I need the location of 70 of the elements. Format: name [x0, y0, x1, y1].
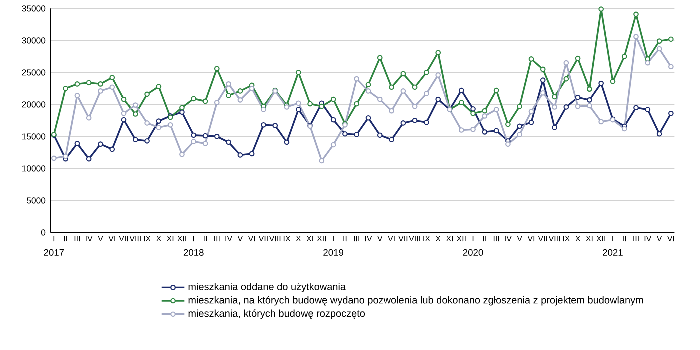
legend-label: mieszkania, których budowę rozpoczęto: [188, 310, 366, 320]
x-tick-label: I: [472, 236, 474, 242]
text: 2021: [603, 249, 623, 256]
y-tick-label: 5000: [27, 198, 46, 204]
x-tick-label: I: [54, 236, 55, 242]
y-tick-label: 25000: [22, 70, 46, 76]
x-tick-label: X: [436, 236, 441, 242]
x-tick-label: II: [204, 236, 207, 242]
text: 2019: [324, 249, 344, 256]
x-tick-label: IV: [644, 236, 652, 242]
x-tick-label: III: [354, 236, 360, 242]
x-tick-label: I: [333, 236, 334, 242]
x-tick-label: III: [494, 236, 500, 242]
x-tick-label: IV: [505, 236, 512, 242]
x-tick-label: IX: [144, 236, 151, 242]
x-tick-label: XII: [596, 236, 606, 242]
y-tick-label: 10000: [22, 166, 46, 172]
x-tick-label: II: [344, 236, 347, 242]
x-tick-label: VI: [388, 236, 395, 242]
legend-label: mieszkania oddane do użytkowania: [188, 283, 346, 292]
y-tick-label: 35000: [22, 6, 46, 12]
x-tick-label: X: [296, 236, 302, 242]
x-tick-label: XII: [456, 236, 466, 242]
x-tick-label: IV: [86, 236, 93, 242]
x-tick-label: IV: [226, 236, 233, 242]
x-tick-label: IX: [563, 236, 570, 242]
text: 2017: [44, 249, 64, 256]
x-tick-label: II: [623, 236, 626, 242]
x-tick-label: X: [576, 236, 581, 242]
x-tick-label: XI: [306, 236, 314, 242]
x-tick-label: III: [214, 236, 220, 242]
x-tick-label: VI: [528, 236, 535, 242]
x-tick-label: I: [193, 236, 194, 242]
text: 2020: [463, 249, 484, 256]
x-tick-label: VII: [119, 236, 128, 242]
x-tick-label: VII: [398, 236, 408, 242]
x-tick-label: III: [634, 236, 639, 242]
x-tick-label: VI: [248, 236, 256, 242]
x-tick-label: V: [238, 236, 244, 242]
legend-label: mieszkania, na których budowę wydano pozwolenia lub dokonano zgłoszenia z projektem budowlanym: [188, 296, 644, 306]
x-tick-label: IX: [424, 236, 430, 242]
text: 2018: [184, 249, 204, 256]
x-tick-label: VII: [538, 236, 548, 242]
x-tick-label: XI: [166, 236, 174, 242]
x-tick-label: V: [656, 236, 662, 242]
x-tick-label: V: [517, 236, 522, 242]
x-tick-label: VIII: [130, 236, 141, 242]
y-tick-label: 20000: [22, 102, 46, 108]
y-tick-label: 0: [41, 230, 46, 236]
x-tick-label: IX: [284, 236, 291, 242]
x-tick-label: VI: [108, 236, 116, 242]
x-tick-label: I: [612, 236, 614, 242]
x-tick-label: VIII: [548, 236, 560, 242]
x-tick-label: VIII: [269, 236, 281, 242]
x-tick-label: XI: [586, 236, 593, 242]
x-tick-label: X: [156, 236, 162, 242]
x-tick-label: XII: [317, 236, 326, 242]
x-tick-label: VII: [258, 236, 268, 242]
x-tick-label: II: [64, 236, 68, 242]
x-tick-label: V: [98, 236, 104, 242]
x-tick-label: XII: [178, 236, 186, 242]
x-tick-label: II: [483, 236, 486, 242]
x-tick-label: V: [378, 236, 383, 242]
x-tick-label: XI: [446, 236, 454, 242]
x-tick-label: VI: [667, 236, 674, 242]
y-tick-label: 30000: [22, 38, 46, 44]
x-tick-label: III: [74, 236, 80, 242]
x-tick-label: VIII: [409, 236, 420, 242]
y-tick-label: 15000: [22, 134, 46, 140]
x-tick-label: IV: [365, 236, 372, 242]
